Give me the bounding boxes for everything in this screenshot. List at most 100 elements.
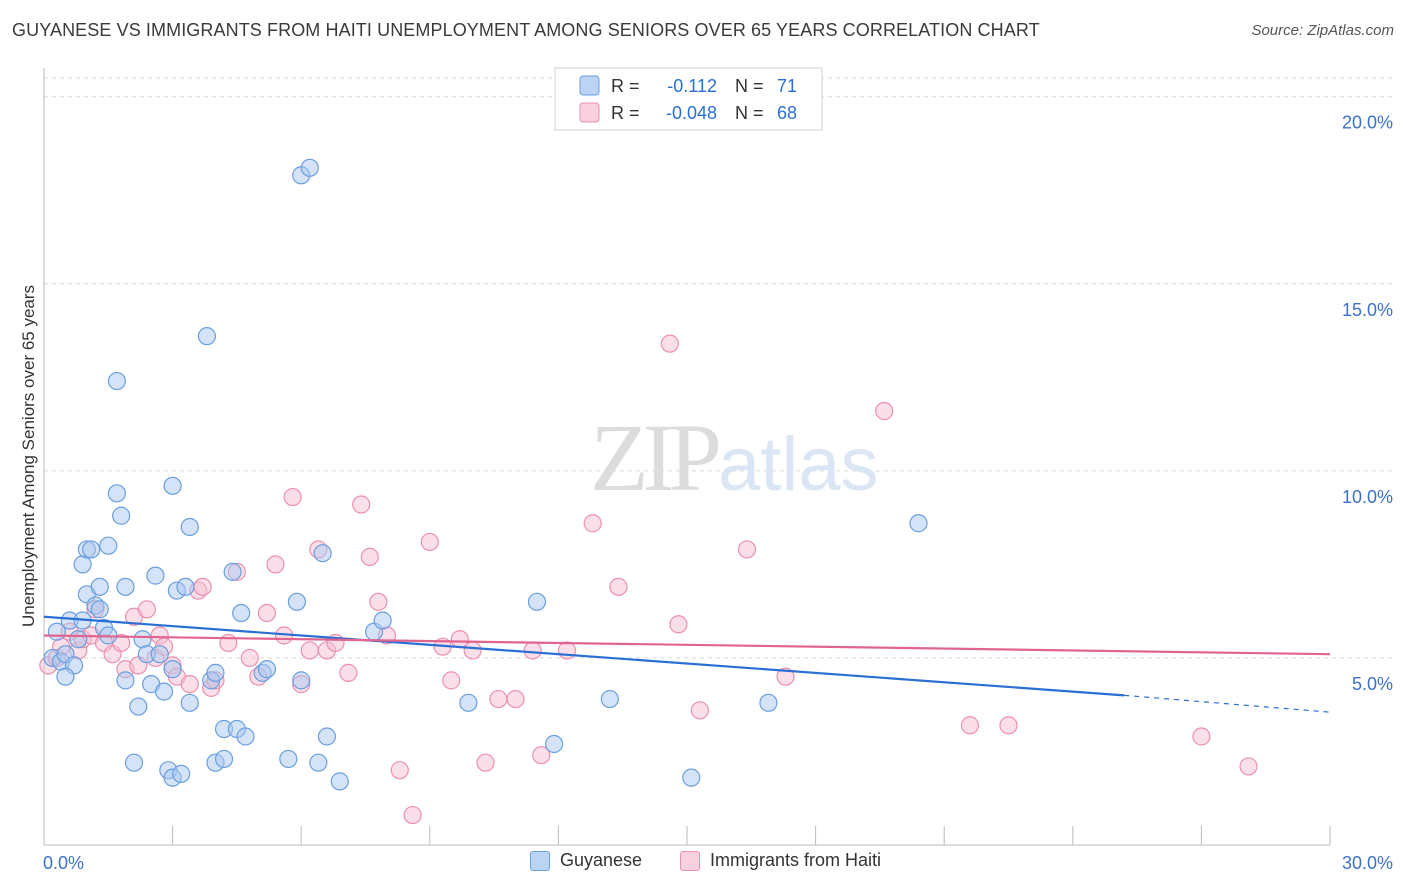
haiti-point — [240, 648, 259, 668]
haiti-point — [660, 334, 679, 353]
guyanese-point — [129, 697, 148, 716]
guyanese-point — [527, 592, 547, 611]
guyanese-trend-line — [43, 615, 1125, 697]
legend-r-label: R = — [611, 76, 640, 96]
legend-swatch-haiti — [680, 850, 700, 871]
legend-swatch-guyanese — [579, 75, 600, 96]
haiti-point — [776, 667, 795, 686]
x-tick-label-min: 0.0% — [43, 853, 84, 873]
guyanese-point — [116, 577, 135, 596]
haiti-point — [960, 716, 980, 735]
haiti-point — [369, 592, 388, 611]
haiti-point — [875, 401, 894, 421]
haiti-point — [523, 641, 542, 660]
haiti-point — [557, 641, 577, 660]
haiti-point — [352, 495, 371, 514]
haiti-point — [339, 663, 358, 682]
guyanese-point — [236, 727, 255, 746]
bottom-legend: Guyanese Immigrants from Haiti — [0, 850, 1406, 878]
legend-n-value: 71 — [777, 76, 797, 96]
legend-r-label: R = — [611, 103, 640, 123]
haiti-point — [609, 577, 628, 596]
guyanese-point — [180, 517, 199, 537]
guyanese-point — [232, 603, 251, 623]
guyanese-point — [279, 749, 298, 769]
guyanese-point — [163, 660, 182, 679]
watermark-atlas: atlas — [718, 422, 879, 507]
legend-r-value: -0.048 — [666, 103, 717, 123]
haiti-point — [257, 603, 277, 623]
guyanese-point — [82, 540, 101, 559]
haiti-point — [420, 532, 439, 552]
guyanese-point — [73, 555, 92, 574]
haiti-point — [669, 615, 688, 634]
guyanese-point — [107, 484, 126, 503]
guyanese-point — [116, 671, 135, 690]
guyanese-point — [180, 693, 199, 712]
guyanese-point — [133, 630, 152, 649]
guyanese-point — [909, 514, 928, 533]
guyanese-point — [292, 671, 311, 690]
y-tick-label: 15.0% — [1342, 300, 1393, 320]
haiti-point — [489, 689, 508, 709]
haiti-point — [137, 600, 156, 619]
guyanese-point — [459, 693, 478, 712]
guyanese-point — [287, 592, 307, 611]
haiti-point — [583, 514, 602, 533]
haiti-point — [300, 641, 319, 660]
guyanese-point — [223, 562, 242, 581]
guyanese-point — [163, 476, 182, 495]
legend-swatch-guyanese — [530, 850, 550, 871]
legend-n-value: 68 — [777, 103, 797, 123]
haiti-point — [283, 487, 302, 507]
haiti-point — [1239, 757, 1258, 776]
haiti-point — [532, 746, 551, 765]
haiti-point — [180, 675, 199, 694]
guyanese-point — [154, 682, 174, 701]
guyanese-point — [90, 600, 109, 619]
haiti-point — [403, 805, 422, 825]
y-tick-label: 5.0% — [1352, 674, 1393, 694]
haiti-point — [463, 641, 482, 660]
guyanese-point — [300, 158, 319, 177]
guyanese-point — [600, 689, 619, 709]
haiti-point — [506, 689, 525, 709]
guyanese-point — [176, 577, 195, 596]
guyanese-point — [124, 753, 144, 772]
guyanese-point — [206, 663, 225, 682]
guyanese-point — [112, 506, 131, 525]
haiti-point — [360, 547, 379, 567]
legend-n-label: N = — [735, 76, 764, 96]
guyanese-point — [56, 667, 75, 686]
legend-label-guyanese: Guyanese — [560, 850, 643, 870]
trend-lines — [43, 615, 1331, 713]
legend-label-haiti: Immigrants from Haiti — [710, 850, 882, 870]
y-axis-label: Unemployment Among Seniors over 65 years — [19, 285, 38, 627]
y-tick-label: 20.0% — [1342, 113, 1393, 133]
axes: 5.0% 10.0% 15.0% 20.0% — [43, 68, 1393, 846]
haiti-point — [390, 761, 409, 780]
guyanese-point — [107, 371, 126, 391]
guyanese-point — [90, 577, 109, 596]
legend-swatch-haiti — [579, 102, 600, 123]
guyanese-point — [313, 544, 332, 563]
haiti-point — [737, 540, 757, 559]
guyanese-point — [69, 630, 88, 649]
haiti-point — [476, 753, 495, 772]
haiti-point — [442, 671, 461, 690]
watermark-zip: ZIP — [590, 404, 719, 511]
guyanese-point — [214, 749, 234, 769]
guyanese-point — [682, 768, 701, 787]
guyanese-point — [257, 660, 277, 679]
x-tick-label-max: 30.0% — [1342, 853, 1393, 873]
guyanese-point — [759, 693, 778, 712]
legend-n-label: N = — [735, 103, 764, 123]
guyanese-point — [150, 645, 169, 664]
chart-title: GUYANESE VS IMMIGRANTS FROM HAITI UNEMPL… — [12, 20, 1040, 40]
guyanese-point — [99, 536, 118, 555]
legend-item-haiti[interactable]: Immigrants from Haiti — [680, 850, 881, 871]
legend-item-guyanese[interactable]: Guyanese — [530, 850, 642, 871]
guyanese-point — [330, 772, 349, 791]
guyanese-point — [146, 566, 165, 585]
